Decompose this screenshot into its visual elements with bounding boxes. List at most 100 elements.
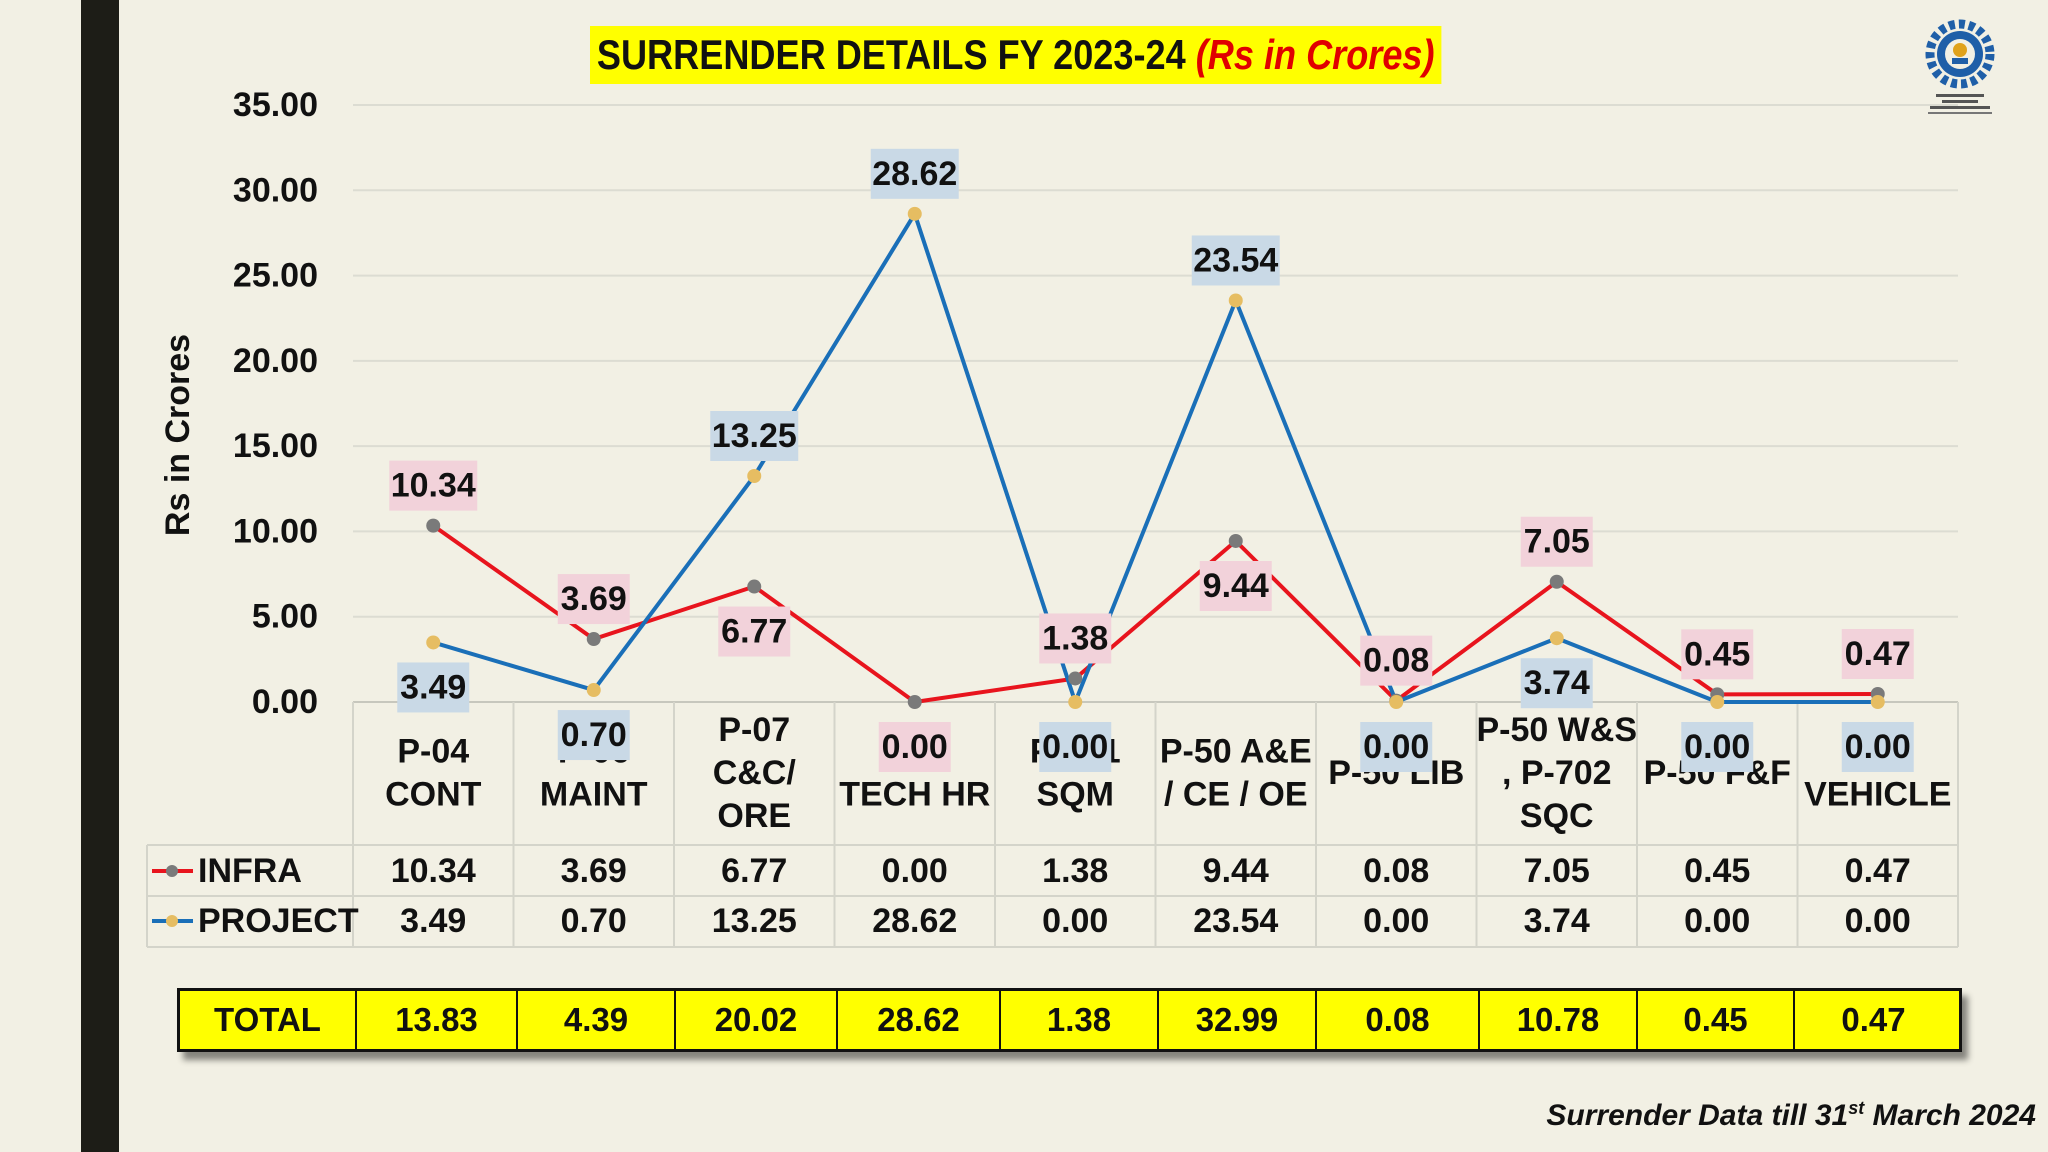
- data-label-bg: [1360, 635, 1433, 686]
- legend-marker: [166, 915, 178, 927]
- series-lines: [432, 211, 1878, 704]
- data-label: 13.25: [712, 417, 797, 455]
- gear-emblem-icon: [1925, 19, 1995, 89]
- data-point-marker: [1068, 695, 1083, 709]
- data-label-bg: [557, 710, 630, 761]
- data-point-marker: [1870, 695, 1885, 709]
- data-label-bg: [1520, 658, 1593, 709]
- total-value: 28.62: [838, 991, 1001, 1049]
- data-label: 6.77: [721, 613, 787, 651]
- data-point-marker: [426, 518, 441, 533]
- data-label: 0.00: [882, 728, 948, 766]
- data-point-marker: [586, 632, 601, 647]
- data-label-bg: [1841, 628, 1914, 679]
- data-point-marker: [426, 635, 441, 650]
- legend-table-rows: INFRA 10.34 3.69 6.77 0.00 1.38 9.44 0.08 7.05 0.…: [152, 852, 1911, 940]
- data-point-marker: [1068, 671, 1083, 686]
- y-tick-label: 10.00: [233, 512, 318, 550]
- category-label: C&C/: [713, 754, 797, 792]
- table-value-cell: 0.00: [1845, 902, 1911, 940]
- page-title: SURRENDER DETAILS FY 2023-24 (Rs in Cror…: [590, 26, 1442, 84]
- data-table-grid: [146, 702, 1959, 948]
- category-label: P-07: [718, 711, 790, 749]
- y-tick-label: 15.00: [233, 427, 318, 465]
- data-point-marker: [1710, 695, 1725, 709]
- data-point-marker: [1228, 533, 1243, 548]
- category-label: SQM: [1037, 776, 1114, 814]
- title-unit: (Rs in Crores): [1195, 31, 1435, 78]
- series-markers: [426, 206, 1885, 709]
- table-value-cell: 3.74: [1524, 902, 1590, 940]
- data-point-marker: [907, 695, 922, 709]
- table-value-cell: 0.00: [1042, 902, 1108, 940]
- data-label: 0.00: [1363, 728, 1429, 766]
- y-axis-label: Rs in Crores: [159, 334, 197, 536]
- total-label: TOTAL: [180, 991, 357, 1049]
- y-tick-label: 5.00: [252, 598, 318, 636]
- data-label-bg: [1841, 722, 1914, 772]
- table-value-cell: 7.05: [1524, 852, 1590, 890]
- data-label-bg: [718, 606, 791, 657]
- category-label: SQC: [1520, 797, 1594, 835]
- data-label: 0.00: [1845, 728, 1911, 766]
- y-tick-label: 30.00: [233, 171, 318, 209]
- category-label: P-50 W&S: [1476, 711, 1637, 749]
- total-value: 13.83: [357, 991, 518, 1049]
- data-label-bg: [878, 722, 951, 772]
- data-point-marker: [586, 683, 601, 698]
- data-label-bg: [557, 574, 630, 625]
- legend-marker: [166, 865, 178, 877]
- y-tick-label: 25.00: [233, 257, 318, 295]
- data-point-marker: [747, 579, 762, 594]
- footnote-prefix: Surrender Data till 31: [1546, 1099, 1849, 1132]
- legend-series-name: INFRA: [198, 852, 302, 890]
- table-value-cell: 9.44: [1203, 852, 1269, 890]
- data-label-bg: [389, 460, 478, 511]
- category-label: P-50 A&E: [1160, 733, 1312, 771]
- total-value: 4.39: [518, 991, 676, 1049]
- category-label: MAINT: [540, 776, 648, 814]
- category-label: TECH HR: [839, 776, 990, 814]
- title-main: SURRENDER DETAILS FY 2023-24: [596, 31, 1186, 78]
- data-label: 23.54: [1193, 241, 1278, 279]
- y-tick-label: 20.00: [233, 342, 318, 380]
- total-value: 32.99: [1159, 991, 1317, 1049]
- series-line-project: [432, 211, 1878, 704]
- data-label: 0.00: [1042, 728, 1108, 766]
- total-value: 20.02: [676, 991, 838, 1049]
- data-label-bg: [1520, 516, 1593, 567]
- table-value-cell: 10.34: [391, 852, 476, 890]
- table-value-cell: 0.00: [1684, 902, 1750, 940]
- table-value-cell: 3.69: [561, 852, 627, 890]
- data-point-marker: [907, 206, 922, 221]
- data-label-bg: [1681, 629, 1754, 680]
- y-tick-label: 0.00: [252, 683, 318, 721]
- table-value-cell: 3.49: [400, 902, 466, 940]
- table-value-cell: 1.38: [1042, 852, 1108, 890]
- total-value: 0.45: [1638, 991, 1795, 1049]
- data-labels: 10.34 3.69 6.77 0.00 1.38 9.44 0.08 7.05 0.45 0.4…: [389, 148, 1914, 772]
- data-label: 0.70: [561, 716, 627, 754]
- y-tick-label: 35.00: [233, 86, 318, 124]
- table-value-cell: 0.00: [882, 852, 948, 890]
- category-label: / CE / OE: [1164, 776, 1308, 814]
- y-axis-ticks: 0.00 5.00 10.00 15.00 20.00 25.00 30.00 35.00: [233, 86, 318, 721]
- category-label: CONT: [385, 776, 482, 814]
- data-label: 7.05: [1524, 523, 1590, 561]
- data-label-bg: [1039, 722, 1112, 772]
- data-label-bg: [397, 662, 470, 713]
- data-label: 0.47: [1845, 635, 1911, 673]
- data-point-marker: [1228, 293, 1243, 308]
- category-label: VEHICLE: [1804, 776, 1951, 814]
- data-label: 28.62: [872, 155, 957, 193]
- organization-logo: [1925, 19, 1995, 114]
- data-label: 0.08: [1363, 642, 1429, 680]
- footnote-suffix: March 2024: [1864, 1099, 2036, 1132]
- data-point-marker: [1549, 574, 1564, 589]
- data-label: 9.44: [1203, 567, 1269, 605]
- data-label-bg: [1681, 722, 1754, 772]
- data-label-bg: [1039, 613, 1112, 664]
- footnote: Surrender Data till 31st March 2024: [1546, 1098, 2036, 1133]
- data-label-bg: [1360, 722, 1433, 772]
